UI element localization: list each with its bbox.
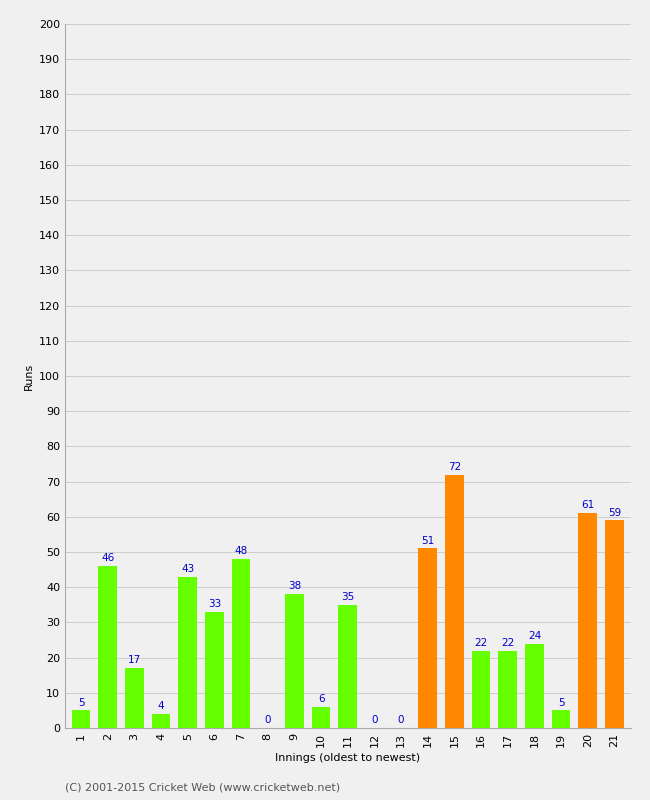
Text: 72: 72 — [448, 462, 461, 472]
Text: 17: 17 — [128, 655, 141, 666]
Bar — [98, 566, 117, 728]
Bar — [72, 710, 90, 728]
Text: 6: 6 — [318, 694, 324, 704]
Text: 4: 4 — [158, 701, 164, 711]
Bar — [205, 612, 224, 728]
Bar — [312, 707, 330, 728]
Text: 59: 59 — [608, 507, 621, 518]
Text: 51: 51 — [421, 536, 434, 546]
Bar — [231, 559, 250, 728]
Bar — [419, 549, 437, 728]
Text: 43: 43 — [181, 564, 194, 574]
Bar — [178, 577, 197, 728]
X-axis label: Innings (oldest to newest): Innings (oldest to newest) — [275, 753, 421, 762]
Bar — [499, 650, 517, 728]
Bar — [339, 605, 357, 728]
Bar — [151, 714, 170, 728]
Bar — [445, 474, 464, 728]
Bar — [125, 668, 144, 728]
Text: 22: 22 — [474, 638, 488, 648]
Bar — [285, 594, 304, 728]
Text: 0: 0 — [371, 715, 378, 725]
Text: 61: 61 — [581, 501, 595, 510]
Text: 38: 38 — [288, 582, 301, 591]
Text: 48: 48 — [235, 546, 248, 556]
Text: 46: 46 — [101, 554, 114, 563]
Y-axis label: Runs: Runs — [23, 362, 33, 390]
Text: 5: 5 — [78, 698, 84, 707]
Text: 33: 33 — [208, 599, 221, 609]
Bar — [552, 710, 571, 728]
Bar — [472, 650, 491, 728]
Bar — [605, 520, 624, 728]
Bar — [578, 514, 597, 728]
Text: 5: 5 — [558, 698, 564, 707]
Text: 35: 35 — [341, 592, 354, 602]
Bar — [525, 643, 544, 728]
Text: (C) 2001-2015 Cricket Web (www.cricketweb.net): (C) 2001-2015 Cricket Web (www.cricketwe… — [65, 782, 340, 792]
Text: 24: 24 — [528, 630, 541, 641]
Text: 0: 0 — [265, 715, 271, 725]
Text: 0: 0 — [398, 715, 404, 725]
Text: 22: 22 — [501, 638, 514, 648]
